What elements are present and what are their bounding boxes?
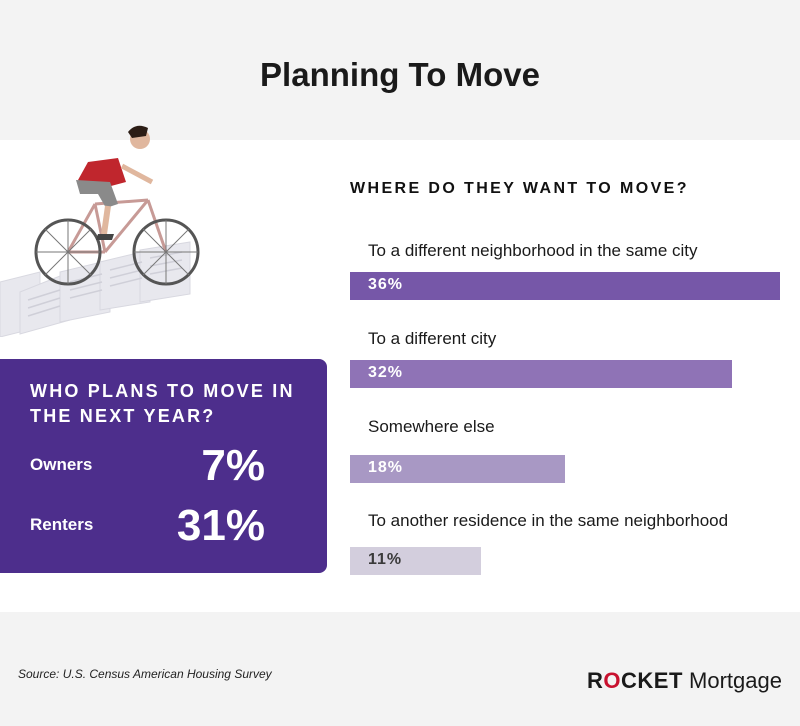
bar: 36% xyxy=(350,272,780,300)
bar-label: To a different neighborhood in the same … xyxy=(368,241,698,260)
bar-label: To another residence in the same neighbo… xyxy=(368,511,729,530)
bar-value-label: 11% xyxy=(368,551,403,568)
who-plans-box: WHO PLANS TO MOVE IN THE NEXT YEAR? Owne… xyxy=(0,359,327,573)
source-note: Source: U.S. Census American Housing Sur… xyxy=(18,667,272,681)
owners-row: Owners 7% xyxy=(30,441,265,491)
owners-value: 7% xyxy=(201,441,265,490)
cyclist-illustration xyxy=(0,125,200,337)
renters-label: Renters xyxy=(30,515,94,534)
rocket-mortgage-logo: ROCKET Mortgage xyxy=(587,668,782,693)
renters-value: 31% xyxy=(176,501,265,550)
bar-value-label: 32% xyxy=(368,364,404,381)
bar-label: Somewhere else xyxy=(368,417,495,436)
renters-row: Renters 31% xyxy=(30,501,265,551)
rider xyxy=(76,125,154,240)
bicycle xyxy=(66,198,168,254)
bar: 18% xyxy=(350,455,565,483)
bar: 11% xyxy=(350,547,481,575)
bar-label: To a different city xyxy=(368,329,497,348)
who-plans-title: WHO PLANS TO MOVE IN THE NEXT YEAR? xyxy=(30,381,295,426)
page-title: Planning To Move xyxy=(260,56,540,93)
bar: 32% xyxy=(350,360,732,388)
chart-title: WHERE DO THEY WANT TO MOVE? xyxy=(350,180,689,197)
bar-value-label: 36% xyxy=(368,276,404,293)
header: Planning To Move xyxy=(0,0,800,140)
bar-value-label: 18% xyxy=(368,459,404,476)
owners-label: Owners xyxy=(30,455,93,474)
